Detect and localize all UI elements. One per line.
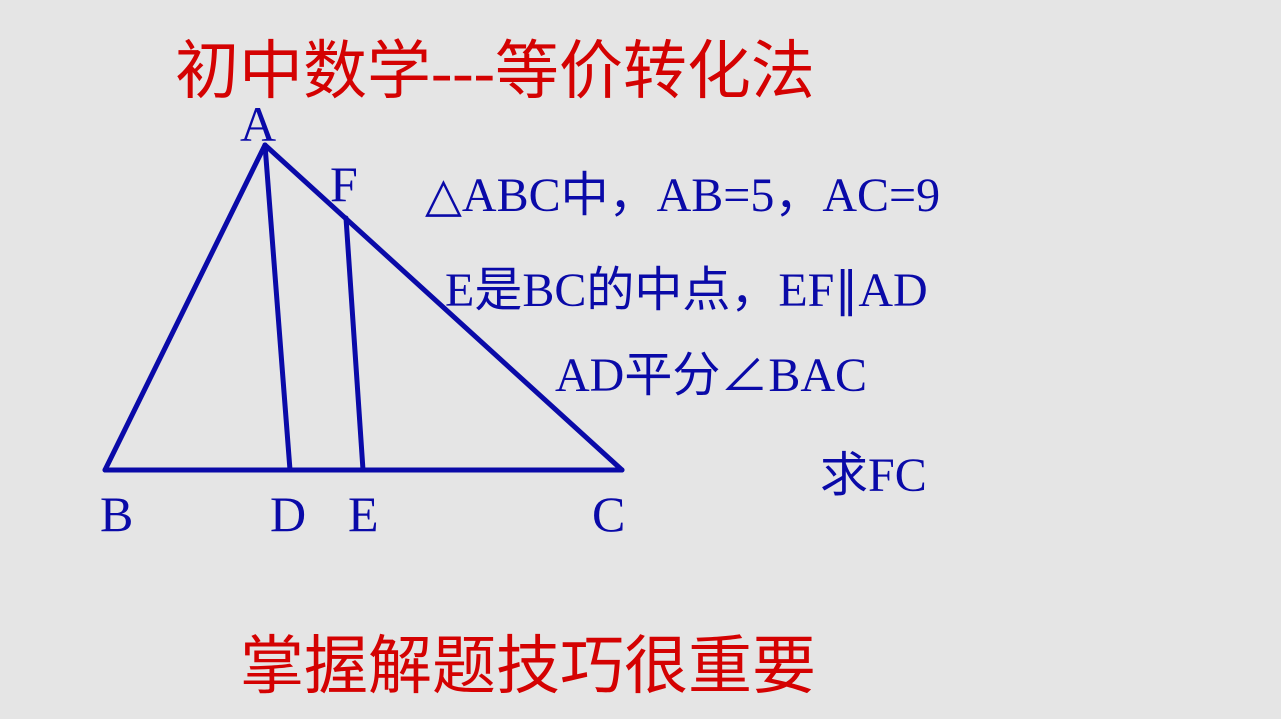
segment-CA [265, 145, 622, 470]
stage: 初中数学---等价转化法 △ABC中，AB=5，AC=9 E是BC的中点，EF∥… [0, 0, 1281, 719]
label-B: B [100, 485, 133, 543]
segment-AD [265, 145, 290, 470]
label-F: F [330, 155, 358, 213]
label-E: E [348, 485, 379, 543]
segment-AB [105, 145, 265, 470]
geometry-diagram [0, 0, 1281, 719]
label-D: D [270, 485, 306, 543]
label-A: A [240, 95, 276, 153]
segment-EF [346, 218, 363, 470]
label-C: C [592, 485, 625, 543]
